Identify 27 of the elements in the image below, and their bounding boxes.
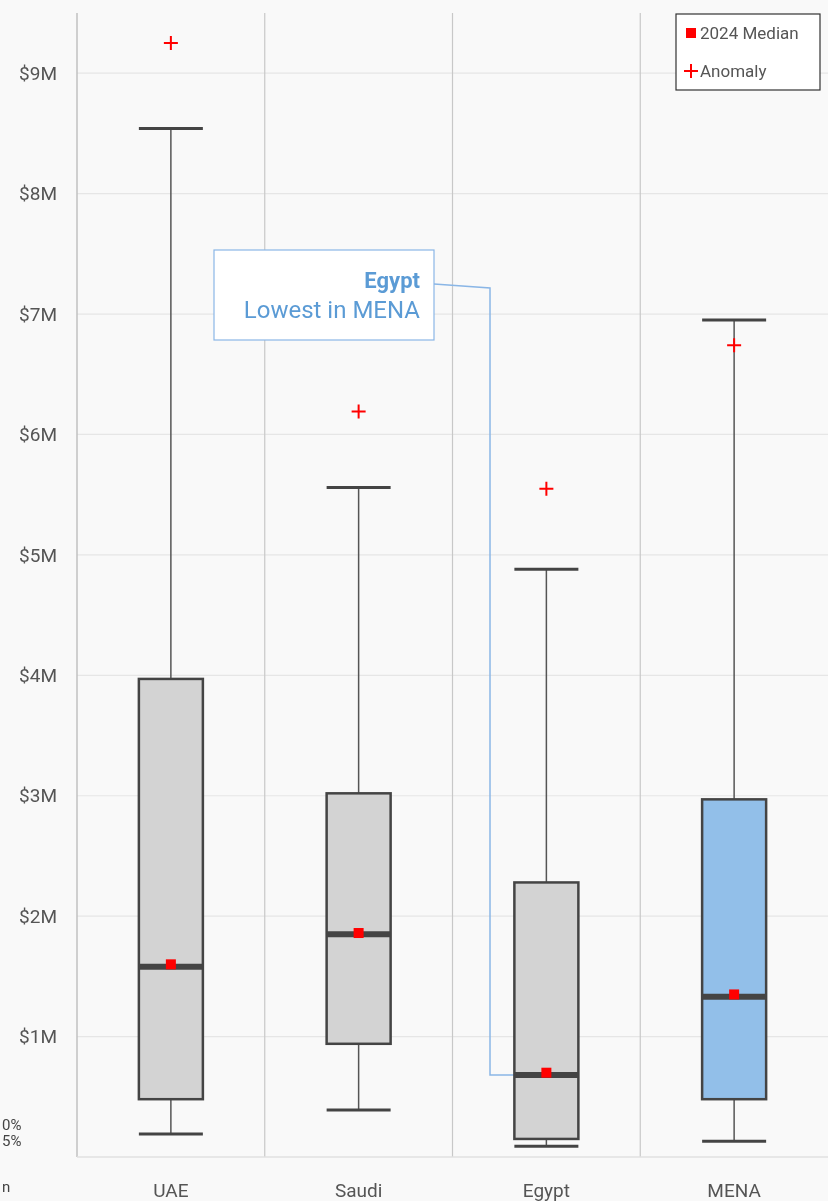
legend-label: Anomaly — [700, 60, 767, 81]
point — [165, 959, 176, 970]
x-tick-label: Saudi — [334, 1179, 383, 1201]
y-tick-label: $9M — [19, 61, 57, 85]
point — [541, 1067, 552, 1078]
legend-label: 2024 Median — [700, 22, 799, 43]
point — [538, 480, 555, 497]
y-tick-label: $2M — [19, 904, 57, 928]
point — [726, 337, 743, 354]
point — [162, 35, 179, 52]
y-tick-label: $6M — [19, 423, 57, 447]
y-tick-label: $5M — [19, 543, 57, 567]
annotation: Egypt Lowest in MENA — [243, 268, 421, 324]
point — [729, 989, 740, 1000]
x-tick-label: MENA — [707, 1179, 762, 1201]
point — [350, 403, 367, 420]
y-tick-label: $3M — [19, 784, 57, 808]
text: 0% — [2, 1116, 22, 1134]
y-tick-label: $1M — [19, 1025, 57, 1049]
text: n — [2, 1178, 11, 1196]
y-tick-label: $8M — [19, 182, 57, 206]
y-tick-label: $4M — [19, 663, 57, 687]
text: 5% — [2, 1132, 22, 1150]
y-tick-label: $7M — [19, 302, 57, 326]
x-tick-label: Egypt — [522, 1179, 570, 1201]
x-tick-label: UAE — [153, 1179, 189, 1201]
point — [353, 928, 364, 939]
